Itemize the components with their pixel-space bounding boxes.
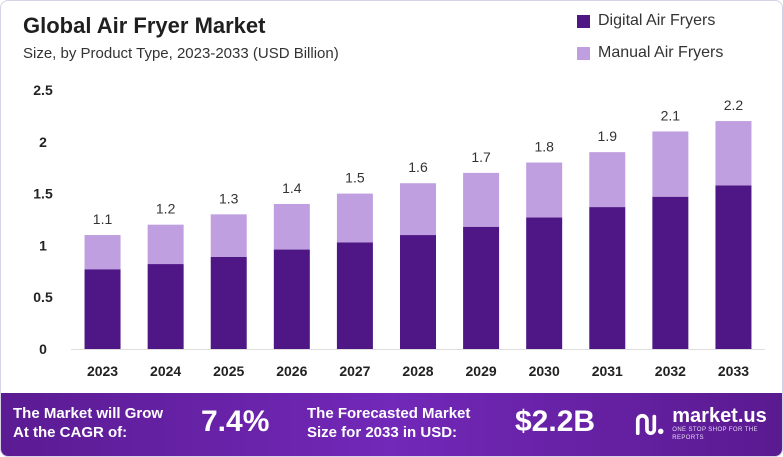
x-tick-label-2024: 2024 bbox=[150, 363, 181, 379]
bar-digital-2030 bbox=[526, 217, 563, 349]
data-label-2029: 1.7 bbox=[471, 149, 491, 165]
legend-label-digital: Digital Air Fryers bbox=[598, 12, 716, 29]
bar-manual-2030 bbox=[526, 162, 563, 218]
data-label-2024: 1.2 bbox=[156, 201, 176, 217]
data-label-2032: 2.1 bbox=[661, 107, 681, 123]
footer-banner: The Market will Grow At the CAGR of: 7.4… bbox=[1, 393, 782, 456]
data-label-2030: 1.8 bbox=[534, 139, 554, 155]
brand-text: market.us ONE STOP SHOP FOR THE REPORTS bbox=[672, 406, 782, 442]
market-us-logo-icon bbox=[635, 413, 664, 436]
y-tick-label: 1.5 bbox=[33, 186, 53, 202]
data-label-2027: 1.5 bbox=[345, 170, 365, 186]
bar-manual-2028 bbox=[400, 183, 436, 236]
data-label-2033: 2.2 bbox=[724, 97, 744, 113]
cagr-label-line2: At the CAGR of: bbox=[13, 424, 128, 441]
chart-title: Global Air Fryer Market bbox=[23, 13, 266, 38]
bar-manual-2029 bbox=[463, 172, 500, 227]
chart-subtitle: Size, by Product Type, 2023-2033 (USD Bi… bbox=[23, 45, 339, 62]
bar-manual-2027 bbox=[336, 193, 373, 243]
legend-swatch-digital bbox=[577, 14, 590, 28]
forecast-label-line1: The Forecasted Market bbox=[307, 405, 471, 422]
bar-manual-2033 bbox=[715, 121, 752, 186]
bar-digital-2025 bbox=[210, 256, 247, 349]
forecast-label: The Forecasted Market Size for 2033 in U… bbox=[307, 404, 470, 442]
x-tick-label-2026: 2026 bbox=[276, 363, 307, 379]
x-tick-label-2023: 2023 bbox=[87, 363, 118, 379]
x-tick-label-2029: 2029 bbox=[466, 363, 497, 379]
cagr-value: 7.4% bbox=[201, 405, 270, 438]
legend-item-manual: Manual Air Fryers bbox=[577, 37, 723, 69]
bar-chart: 0 0.5 1 1.5 2 2.5 1.1 2023 1.2 2024 1.3 2025 1.4 2026… bbox=[33, 82, 765, 379]
bar-manual-2025 bbox=[210, 214, 247, 257]
data-label-2028: 1.6 bbox=[408, 159, 428, 175]
bar-digital-2023 bbox=[84, 269, 121, 349]
bar-manual-2026 bbox=[273, 203, 310, 250]
forecast-label-line2: Size for 2033 in USD: bbox=[307, 424, 458, 441]
x-tick-label-2025: 2025 bbox=[213, 363, 244, 379]
brand-tagline: ONE STOP SHOP FOR THE REPORTS bbox=[672, 427, 758, 441]
x-tick-label-2031: 2031 bbox=[592, 363, 623, 379]
y-tick-label: 2 bbox=[39, 134, 47, 150]
bar-digital-2031 bbox=[589, 207, 626, 349]
x-tick-label-2027: 2027 bbox=[339, 363, 370, 379]
bar-manual-2024 bbox=[147, 224, 184, 265]
data-label-2023: 1.1 bbox=[93, 211, 113, 227]
forecast-value: $2.2B bbox=[515, 405, 596, 438]
y-tick-label: 2.5 bbox=[33, 82, 53, 98]
data-label-2031: 1.9 bbox=[598, 128, 618, 144]
data-label-2026: 1.4 bbox=[282, 180, 302, 196]
bar-digital-2028 bbox=[400, 235, 436, 349]
y-tick-label: 0.5 bbox=[33, 289, 53, 305]
legend-label-manual: Manual Air Fryers bbox=[598, 44, 724, 61]
bar-manual-2032 bbox=[652, 131, 689, 197]
bar-digital-2033 bbox=[715, 185, 752, 349]
data-label-2025: 1.3 bbox=[219, 190, 239, 206]
x-tick-label-2028: 2028 bbox=[402, 363, 433, 379]
bar-digital-2024 bbox=[147, 264, 184, 349]
bar-digital-2032 bbox=[652, 196, 689, 349]
legend-swatch-manual bbox=[577, 46, 590, 60]
bar-manual-2031 bbox=[589, 152, 626, 208]
brand-logo: market.us ONE STOP SHOP FOR THE REPORTS bbox=[635, 406, 782, 442]
y-tick-label: 1 bbox=[39, 237, 47, 253]
y-tick-label: 0 bbox=[39, 341, 47, 357]
x-tick-label-2033: 2033 bbox=[718, 363, 749, 379]
bar-digital-2029 bbox=[463, 226, 500, 349]
bar-manual-2023 bbox=[84, 235, 121, 270]
legend-item-digital: Digital Air Fryers bbox=[577, 5, 723, 37]
bar-digital-2026 bbox=[273, 249, 310, 349]
chart-legend: Digital Air Fryers Manual Air Fryers bbox=[577, 5, 723, 69]
x-tick-label-2032: 2032 bbox=[655, 363, 686, 379]
cagr-label: The Market will Grow At the CAGR of: bbox=[13, 404, 163, 442]
x-tick-label-2030: 2030 bbox=[529, 363, 560, 379]
bar-digital-2027 bbox=[336, 242, 373, 349]
cagr-label-line1: The Market will Grow bbox=[13, 405, 164, 422]
brand-name: market.us bbox=[672, 405, 767, 427]
